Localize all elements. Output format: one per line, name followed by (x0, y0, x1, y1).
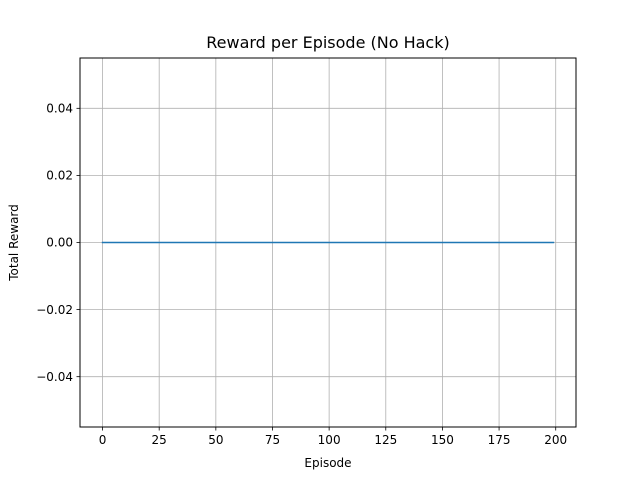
x-tick-label: 100 (318, 433, 341, 447)
x-axis-label: Episode (304, 456, 351, 470)
y-tick-label: −0.02 (36, 303, 73, 317)
y-tick-label: 0.00 (46, 236, 73, 250)
y-axis-label: Total Reward (7, 204, 21, 282)
x-tick-label: 50 (208, 433, 223, 447)
x-axis-ticks: 0 25 50 75 100 125 150 175 200 (99, 427, 567, 447)
x-tick-label: 25 (152, 433, 167, 447)
x-tick-label: 75 (265, 433, 280, 447)
y-tick-label: 0.04 (46, 102, 73, 116)
y-axis-ticks: −0.04 −0.02 0.00 0.02 0.04 (36, 102, 80, 384)
x-tick-label: 150 (431, 433, 454, 447)
y-tick-label: 0.02 (46, 169, 73, 183)
x-tick-label: 125 (374, 433, 397, 447)
y-tick-label: −0.04 (36, 370, 73, 384)
chart-title: Reward per Episode (No Hack) (206, 33, 449, 52)
x-tick-label: 200 (544, 433, 567, 447)
x-tick-label: 175 (488, 433, 511, 447)
x-tick-label: 0 (99, 433, 107, 447)
